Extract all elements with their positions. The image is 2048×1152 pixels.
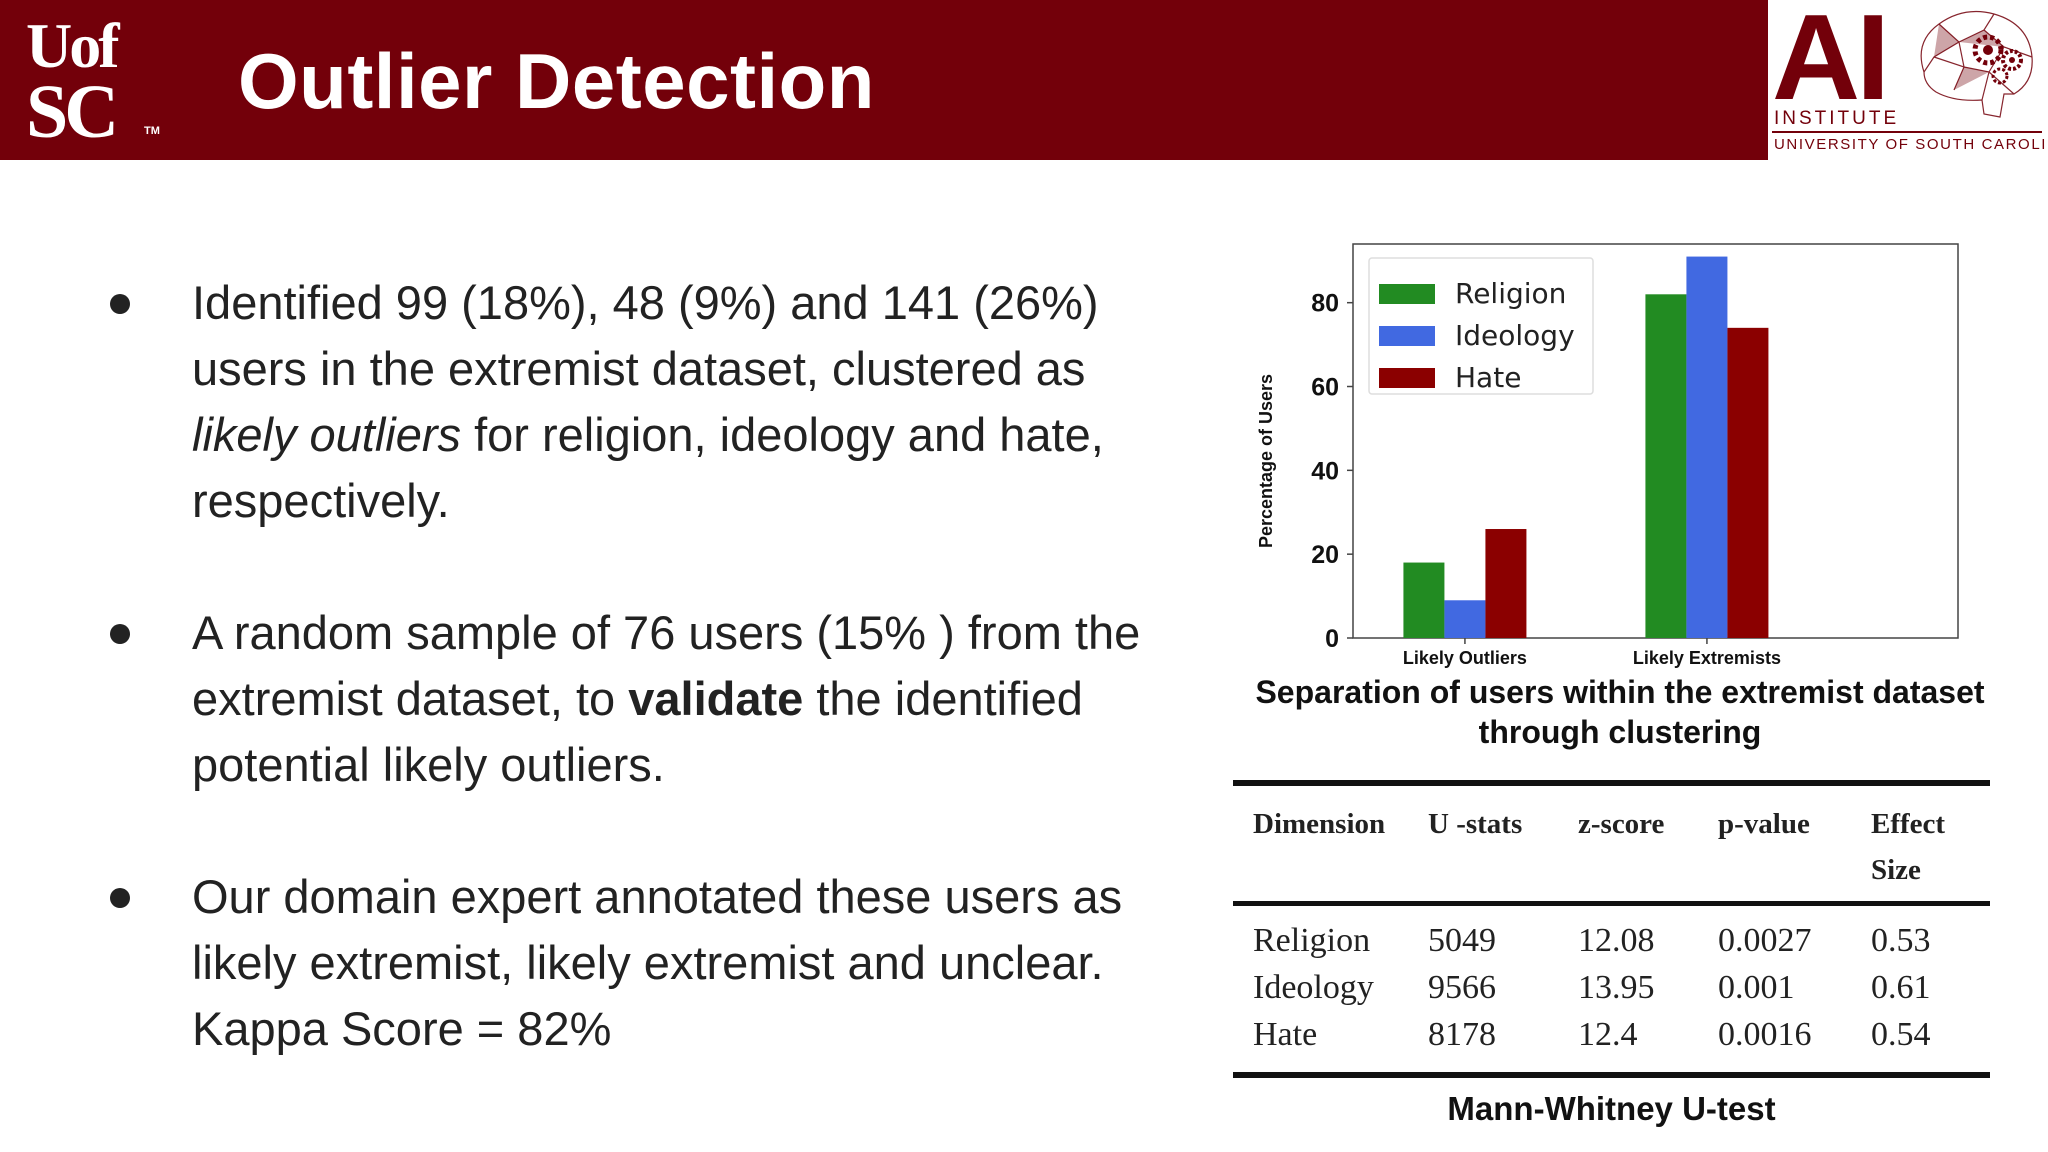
logo-line1: Uof bbox=[26, 10, 120, 81]
ai-logo-divider bbox=[1772, 131, 2042, 133]
table-cell: 9566 bbox=[1428, 969, 1496, 1006]
y-tick-label: 80 bbox=[1311, 290, 1339, 318]
ai-letters: AI bbox=[1772, 0, 1890, 125]
bullet-segment: for religion, ideology and hate, bbox=[461, 408, 1104, 461]
bullet-segment: Our domain expert annotated these users … bbox=[192, 870, 1123, 923]
bullet-text: A random sample of 76 users (15% ) from … bbox=[192, 600, 1140, 798]
bullet-line: extremist dataset, to validate the ident… bbox=[192, 666, 1140, 732]
uofsc-logo: Uof SC TM bbox=[26, 10, 166, 151]
bullet-line: likely extremist, likely extremist and u… bbox=[192, 930, 1122, 996]
table-cell: 5049 bbox=[1428, 922, 1496, 959]
bullet-segment: Identified 99 (18%), 48 (9%) and 141 (26… bbox=[192, 276, 1099, 329]
logo-tm: TM bbox=[144, 125, 160, 137]
brain-gears-icon bbox=[1920, 11, 2033, 118]
table-cell: Religion bbox=[1253, 922, 1371, 959]
bullet-line: respectively. bbox=[192, 468, 1104, 534]
chart-caption: Separation of users within the extremist… bbox=[1255, 674, 1985, 750]
page-title: Outlier Detection bbox=[238, 37, 875, 125]
y-tick-label: 40 bbox=[1311, 457, 1339, 485]
x-tick-label: Likely Outliers bbox=[1403, 648, 1527, 668]
bullet-line: Kappa Score = 82% bbox=[192, 996, 1122, 1062]
bar-chart: 0 20 40 60 80 Percentage of Users Likely Outli… bbox=[1240, 230, 2000, 670]
bullet-line: potential likely outliers. bbox=[192, 732, 1140, 798]
table-header-cell: U -stats bbox=[1428, 808, 1523, 840]
ai-institute-label: INSTITUTE bbox=[1774, 108, 1900, 129]
legend-label: Religion bbox=[1455, 277, 1566, 310]
table-header-cell: Size bbox=[1871, 854, 1921, 886]
y-tick-label: 20 bbox=[1311, 541, 1339, 569]
table-cell: 0.61 bbox=[1871, 969, 1931, 1006]
bullet-segment: respectively. bbox=[192, 474, 450, 527]
table-bottom-rule bbox=[1233, 1072, 1990, 1078]
bullet-text: Our domain expert annotated these users … bbox=[192, 864, 1122, 1062]
table-cell: Hate bbox=[1253, 1016, 1318, 1053]
logo-line2: SC bbox=[26, 70, 119, 154]
legend-swatch bbox=[1379, 368, 1435, 388]
table-cell: 0.0027 bbox=[1718, 922, 1812, 959]
y-axis-label: Percentage of Users bbox=[1256, 374, 1276, 548]
bar-ideology-2 bbox=[1686, 256, 1728, 638]
bullet-segment: the identified bbox=[803, 672, 1083, 725]
bold-text: validate bbox=[628, 672, 804, 725]
y-tick-label: 60 bbox=[1311, 374, 1339, 402]
bar-hate-2 bbox=[1727, 327, 1769, 638]
ai-university-label: UNIVERSITY OF SOUTH CAROLINA bbox=[1774, 136, 2048, 153]
bullet-line: users in the extremist dataset, clustere… bbox=[192, 336, 1104, 402]
table-cell: 12.08 bbox=[1578, 922, 1655, 959]
bullet-text: Identified 99 (18%), 48 (9%) and 141 (26… bbox=[192, 270, 1104, 534]
bullet-segment: extremist dataset, to bbox=[192, 672, 629, 725]
header-bar: Uof SC TM Outlier Detection bbox=[0, 0, 1768, 160]
table-cell: 0.54 bbox=[1871, 1016, 1931, 1053]
table-header-cell: z-score bbox=[1578, 808, 1665, 840]
emphasis-text: likely outliers bbox=[192, 408, 462, 461]
table-cell: 0.53 bbox=[1871, 922, 1931, 959]
legend-label: Hate bbox=[1455, 361, 1521, 394]
bullet-line: Identified 99 (18%), 48 (9%) and 141 (26… bbox=[192, 270, 1104, 336]
bar-hate-1 bbox=[1485, 529, 1527, 638]
legend-swatch bbox=[1379, 284, 1435, 304]
ai-institute-logo: AI INSTITUTE UNIVERSITY OF SOUTH CAROLIN… bbox=[1772, 0, 2048, 160]
bullet-segment: likely extremist, likely extremist and u… bbox=[192, 936, 1104, 989]
x-tick-label: Likely Extremists bbox=[1633, 648, 1781, 668]
bar-ideology-1 bbox=[1444, 600, 1486, 638]
table-header-cell: Effect bbox=[1871, 808, 1946, 840]
table-cell: Ideology bbox=[1253, 969, 1374, 1006]
table-cell: 0.001 bbox=[1718, 969, 1795, 1006]
bullet-dot bbox=[110, 888, 130, 908]
table-mid-rule bbox=[1233, 901, 1990, 906]
bullet-line: A random sample of 76 users (15% ) from … bbox=[192, 600, 1140, 666]
table-cell: 0.0016 bbox=[1718, 1016, 1812, 1053]
table-cell: 13.95 bbox=[1578, 969, 1655, 1006]
y-tick-label: 0 bbox=[1325, 625, 1339, 653]
bar-religion-1 bbox=[1403, 562, 1445, 638]
bar-chart-svg: 0 20 40 60 80 Percentage of Users Likely Outli… bbox=[1256, 243, 1959, 668]
bullet-dot bbox=[110, 624, 130, 644]
table-cell: 12.4 bbox=[1578, 1016, 1638, 1053]
bullet-line: likely outliers for religion, ideology a… bbox=[192, 402, 1104, 468]
table-header-cell: p-value bbox=[1718, 808, 1810, 840]
bullet-segment: Kappa Score = 82% bbox=[192, 1002, 612, 1055]
bullet-dot bbox=[110, 294, 130, 314]
table-top-rule bbox=[1233, 780, 1990, 786]
legend-label: Ideology bbox=[1455, 319, 1575, 352]
bullet-segment: potential likely outliers. bbox=[192, 738, 665, 791]
bullet-line: Our domain expert annotated these users … bbox=[192, 864, 1122, 930]
legend-swatch bbox=[1379, 326, 1435, 346]
bar-religion-2 bbox=[1645, 294, 1687, 638]
bullet-segment: A random sample of 76 users (15% ) from … bbox=[192, 606, 1141, 659]
bullet-segment: users in the extremist dataset, clustere… bbox=[192, 342, 1086, 395]
table-caption: Mann-Whitney U-test bbox=[1447, 1090, 1776, 1127]
slide-header: Uof SC TM Outlier Detection AI INSTITUTE bbox=[0, 0, 2048, 160]
table-cell: 8178 bbox=[1428, 1016, 1496, 1053]
table-header-cell: Dimension bbox=[1253, 808, 1386, 840]
